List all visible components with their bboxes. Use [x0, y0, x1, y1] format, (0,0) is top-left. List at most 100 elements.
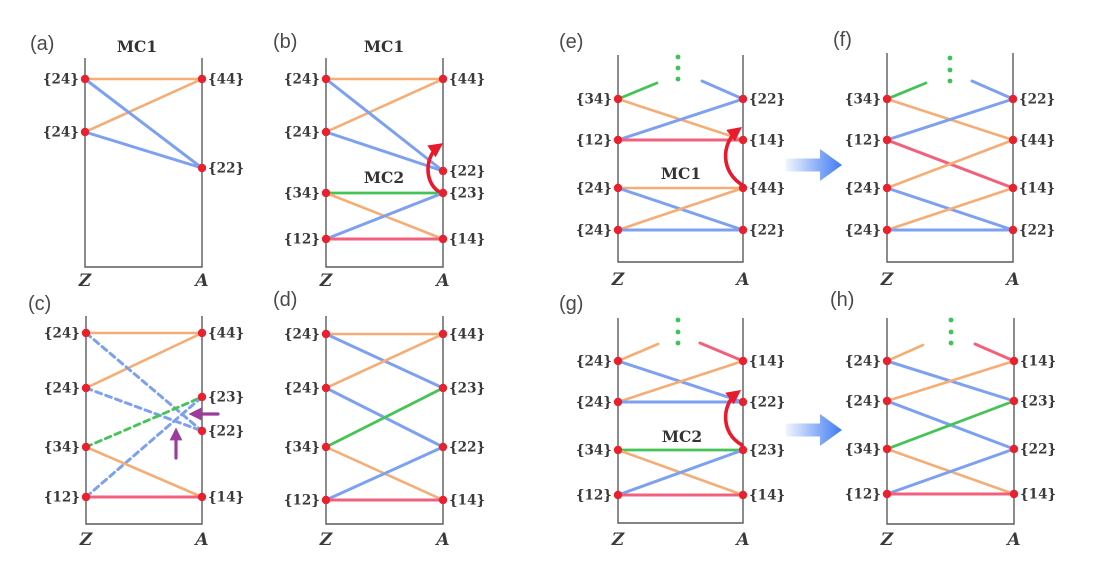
node-dot	[1009, 444, 1019, 454]
axis-label-right: A	[734, 530, 749, 550]
node-dot	[438, 329, 448, 339]
node-label: {23}	[208, 390, 244, 406]
node-dot	[882, 444, 892, 454]
node-label: {12}	[44, 490, 80, 506]
node-label: {14}	[1020, 354, 1056, 370]
node-dot	[197, 492, 207, 502]
edge-blue	[84, 331, 204, 433]
axis-label-right: A	[193, 530, 208, 550]
axis-label-left: Z	[880, 530, 894, 550]
node-dot	[197, 426, 207, 436]
panel-letter: (h)	[830, 289, 854, 311]
edge-blue	[83, 77, 204, 170]
node-dot	[738, 490, 748, 500]
panel-h-frame	[886, 318, 1015, 525]
edge-green	[324, 386, 445, 449]
partial-edge-orange	[885, 343, 925, 363]
node-dot	[613, 397, 623, 407]
node-label: {14}	[749, 133, 785, 149]
panel-e: {34} {12} {24} {24} {22} {14} {44} {22} MC1 (e) Z A	[559, 31, 785, 290]
edge-blue	[84, 395, 204, 499]
partial-edge-green	[616, 81, 659, 101]
node-label: {12}	[576, 133, 612, 149]
node-dot	[438, 166, 448, 176]
node-dot	[321, 234, 331, 244]
node-label: {14}	[449, 493, 485, 509]
node-dot	[738, 445, 748, 455]
panel-g-frame	[617, 318, 744, 524]
edge-blue	[324, 77, 445, 173]
edge-orange	[885, 359, 1016, 403]
panel-f-frame	[886, 53, 1014, 263]
node-dot	[738, 356, 748, 366]
node-dot	[613, 225, 623, 235]
node-label: {22}	[449, 164, 485, 180]
node-label: {24}	[845, 394, 881, 410]
node-label: {22}	[208, 424, 244, 440]
node-label: {44}	[449, 327, 485, 343]
node-label: {24}	[845, 223, 881, 239]
partial-edge-blue	[700, 79, 745, 101]
node-label: {24}	[44, 381, 80, 397]
node-label: {14}	[1020, 487, 1056, 503]
node-label: {34}	[845, 442, 881, 458]
panel-e-frame	[617, 55, 744, 263]
node-dot	[613, 94, 623, 104]
node-label: {24}	[43, 72, 79, 88]
node-dot	[882, 356, 892, 366]
node-dot	[80, 127, 90, 137]
node-dot	[1009, 356, 1019, 366]
node-dot	[197, 328, 207, 338]
node-label: {12}	[284, 232, 320, 248]
edge-blue	[616, 97, 745, 142]
node-dot	[438, 495, 448, 505]
node-dot	[438, 234, 448, 244]
edge-orange	[84, 445, 204, 499]
node-label: {23}	[449, 381, 485, 397]
node-label: {14}	[749, 488, 785, 504]
panel-letter: (c)	[28, 293, 51, 315]
ellipsis-dot-icon	[948, 317, 954, 323]
node-dot	[197, 392, 207, 402]
node-dot	[438, 188, 448, 198]
axis-label-right: A	[1004, 270, 1019, 290]
node-dot	[81, 492, 91, 502]
axis-label-right: A	[434, 271, 449, 291]
axis-label-right: A	[734, 270, 749, 290]
node-label: {34}	[576, 92, 612, 108]
node-dot	[321, 442, 331, 452]
panel-title: MC1	[661, 164, 701, 183]
node-label: {34}	[576, 443, 612, 459]
node-label: {22}	[208, 161, 244, 177]
panel-a: {24} {24} {44} {22} MC1 (a) Z A	[30, 33, 244, 291]
node-label: {24}	[44, 326, 80, 342]
partial-edge-pink	[973, 342, 1016, 363]
node-label: {22}	[1019, 92, 1055, 108]
node-dot	[438, 74, 448, 84]
node-dot	[613, 445, 623, 455]
node-dot	[882, 135, 892, 145]
node-label: {34}	[845, 92, 881, 108]
partial-edge-orange	[616, 342, 660, 363]
node-label: {23}	[749, 443, 785, 459]
panel-letter: (b)	[273, 31, 297, 53]
node-label: {24}	[845, 354, 881, 370]
ellipsis-dot-icon	[675, 317, 681, 323]
panel-c: {24} {24} {34} {12} {44} {23} {22} {14} (c) Z A	[28, 293, 244, 550]
node-label: {24}	[576, 354, 612, 370]
node-dot	[613, 135, 623, 145]
node-label: {14}	[749, 354, 785, 370]
axis-label-left: Z	[319, 530, 333, 550]
ellipsis-dot-icon	[947, 67, 953, 73]
node-dot	[321, 188, 331, 198]
swap-arrow-icon	[723, 126, 746, 188]
axis-label-left: Z	[319, 271, 333, 291]
edge-orange	[885, 186, 1015, 232]
node-label: {24}	[284, 381, 320, 397]
node-label: {23}	[449, 186, 485, 202]
edge-blue	[616, 448, 745, 497]
node-dot	[80, 74, 90, 84]
axis-label-left: Z	[611, 270, 625, 290]
axis-label-right: A	[193, 271, 208, 291]
